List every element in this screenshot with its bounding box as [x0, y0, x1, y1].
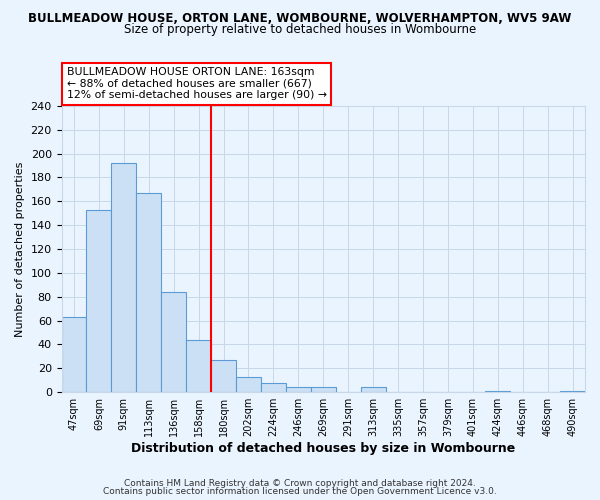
Bar [136, 193, 161, 392]
Bar [112, 163, 136, 392]
X-axis label: Distribution of detached houses by size in Wombourne: Distribution of detached houses by size … [131, 442, 515, 455]
Text: BULLMEADOW HOUSE ORTON LANE: 163sqm
← 88% of detached houses are smaller (667)
1: BULLMEADOW HOUSE ORTON LANE: 163sqm ← 88… [67, 67, 327, 100]
Text: BULLMEADOW HOUSE, ORTON LANE, WOMBOURNE, WOLVERHAMPTON, WV5 9AW: BULLMEADOW HOUSE, ORTON LANE, WOMBOURNE,… [28, 12, 572, 26]
Bar [86, 210, 112, 392]
Bar [485, 391, 510, 392]
Bar [560, 391, 585, 392]
Bar [261, 382, 286, 392]
Bar [361, 388, 386, 392]
Bar [161, 292, 186, 392]
Text: Contains HM Land Registry data © Crown copyright and database right 2024.: Contains HM Land Registry data © Crown c… [124, 478, 476, 488]
Bar [62, 317, 86, 392]
Bar [236, 376, 261, 392]
Bar [186, 340, 211, 392]
Y-axis label: Number of detached properties: Number of detached properties [15, 162, 25, 336]
Bar [311, 388, 336, 392]
Bar [211, 360, 236, 392]
Text: Size of property relative to detached houses in Wombourne: Size of property relative to detached ho… [124, 22, 476, 36]
Bar [286, 388, 311, 392]
Text: Contains public sector information licensed under the Open Government Licence v3: Contains public sector information licen… [103, 487, 497, 496]
